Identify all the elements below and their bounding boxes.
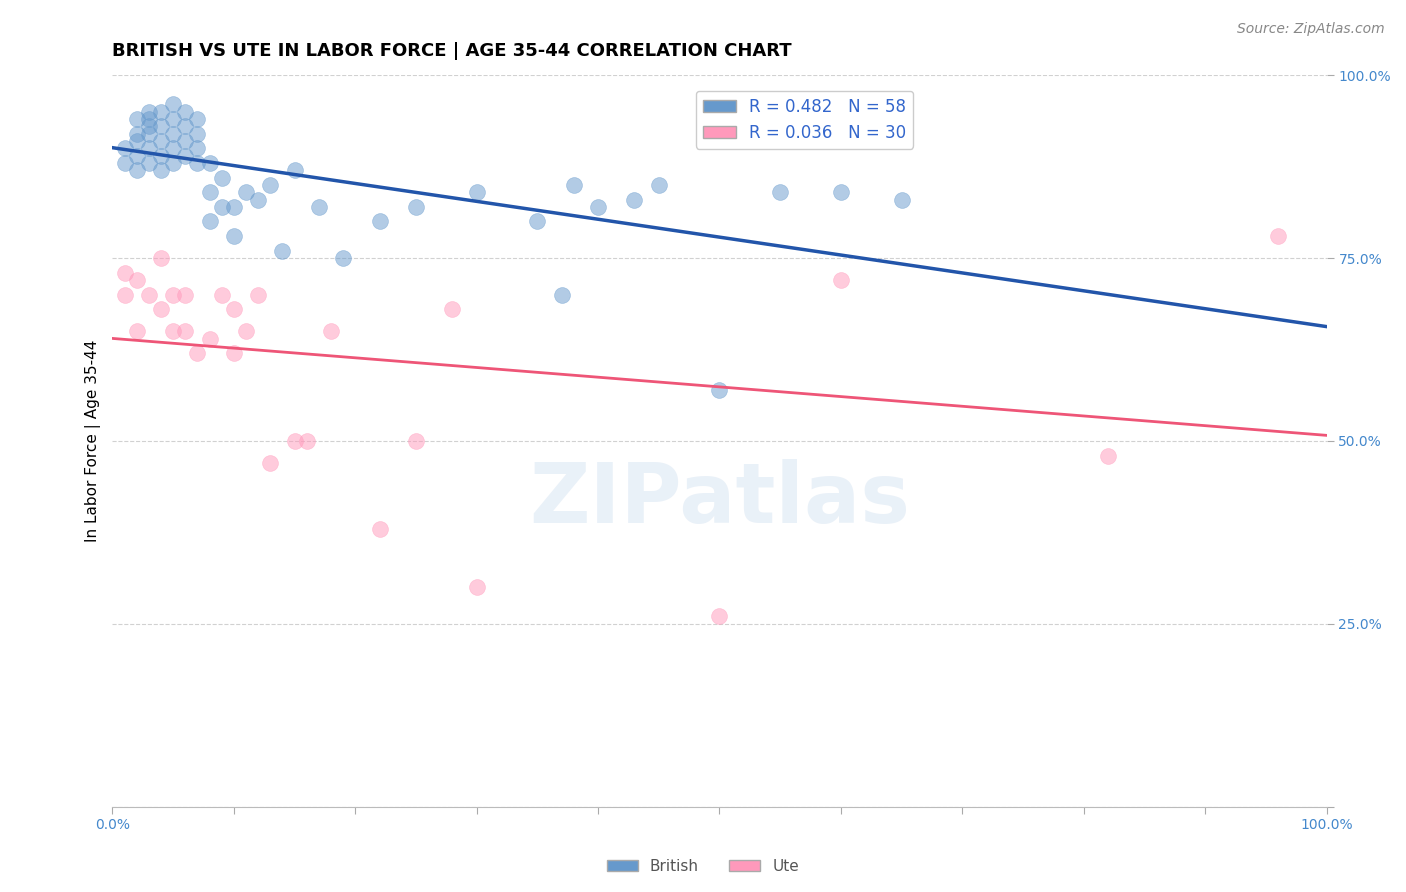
Point — [235, 324, 257, 338]
Point — [562, 178, 585, 192]
Point — [368, 522, 391, 536]
Point — [198, 156, 221, 170]
Point — [247, 193, 270, 207]
Point — [174, 134, 197, 148]
Point — [138, 104, 160, 119]
Legend: R = 0.482   N = 58, R = 0.036   N = 30: R = 0.482 N = 58, R = 0.036 N = 30 — [696, 91, 912, 149]
Point — [222, 200, 245, 214]
Point — [259, 456, 281, 470]
Point — [769, 186, 792, 200]
Point — [125, 163, 148, 178]
Point — [114, 156, 136, 170]
Point — [830, 186, 852, 200]
Point — [186, 127, 208, 141]
Point — [162, 97, 184, 112]
Point — [295, 434, 318, 448]
Point — [465, 580, 488, 594]
Y-axis label: In Labor Force | Age 35-44: In Labor Force | Age 35-44 — [86, 340, 101, 542]
Point — [149, 302, 172, 317]
Point — [211, 170, 233, 185]
Point — [149, 120, 172, 134]
Point — [174, 120, 197, 134]
Point — [138, 127, 160, 141]
Legend: British, Ute: British, Ute — [600, 853, 806, 880]
Point — [332, 251, 354, 265]
Point — [125, 112, 148, 127]
Point — [211, 287, 233, 301]
Point — [125, 149, 148, 163]
Point — [405, 434, 427, 448]
Point — [222, 346, 245, 360]
Point — [186, 141, 208, 155]
Point — [162, 156, 184, 170]
Text: BRITISH VS UTE IN LABOR FORCE | AGE 35-44 CORRELATION CHART: BRITISH VS UTE IN LABOR FORCE | AGE 35-4… — [112, 42, 792, 60]
Point — [222, 229, 245, 244]
Point — [319, 324, 342, 338]
Point — [465, 186, 488, 200]
Point — [162, 324, 184, 338]
Point — [283, 163, 305, 178]
Point — [198, 214, 221, 228]
Point — [368, 214, 391, 228]
Point — [125, 273, 148, 287]
Point — [174, 104, 197, 119]
Point — [149, 163, 172, 178]
Point — [138, 156, 160, 170]
Point — [235, 186, 257, 200]
Text: ZIPatlas: ZIPatlas — [529, 458, 910, 540]
Point — [1097, 449, 1119, 463]
Point — [162, 287, 184, 301]
Point — [198, 331, 221, 345]
Point — [1267, 229, 1289, 244]
Point — [138, 112, 160, 127]
Point — [114, 287, 136, 301]
Point — [830, 273, 852, 287]
Point — [186, 346, 208, 360]
Point — [623, 193, 645, 207]
Point — [709, 383, 731, 397]
Point — [648, 178, 671, 192]
Point — [186, 156, 208, 170]
Point — [114, 141, 136, 155]
Point — [149, 104, 172, 119]
Point — [149, 251, 172, 265]
Point — [222, 302, 245, 317]
Text: Source: ZipAtlas.com: Source: ZipAtlas.com — [1237, 22, 1385, 37]
Point — [149, 134, 172, 148]
Point — [198, 186, 221, 200]
Point — [211, 200, 233, 214]
Point — [125, 127, 148, 141]
Point — [138, 287, 160, 301]
Point — [247, 287, 270, 301]
Point — [174, 149, 197, 163]
Point — [125, 324, 148, 338]
Point — [271, 244, 294, 258]
Point — [114, 266, 136, 280]
Point — [138, 141, 160, 155]
Point — [526, 214, 548, 228]
Point — [283, 434, 305, 448]
Point — [162, 112, 184, 127]
Point — [174, 287, 197, 301]
Point — [586, 200, 609, 214]
Point — [308, 200, 330, 214]
Point — [550, 287, 572, 301]
Point — [149, 149, 172, 163]
Point — [125, 134, 148, 148]
Point — [162, 127, 184, 141]
Point — [138, 120, 160, 134]
Point — [890, 193, 912, 207]
Point — [441, 302, 464, 317]
Point — [162, 141, 184, 155]
Point — [405, 200, 427, 214]
Point — [186, 112, 208, 127]
Point — [709, 609, 731, 624]
Point — [174, 324, 197, 338]
Point — [259, 178, 281, 192]
